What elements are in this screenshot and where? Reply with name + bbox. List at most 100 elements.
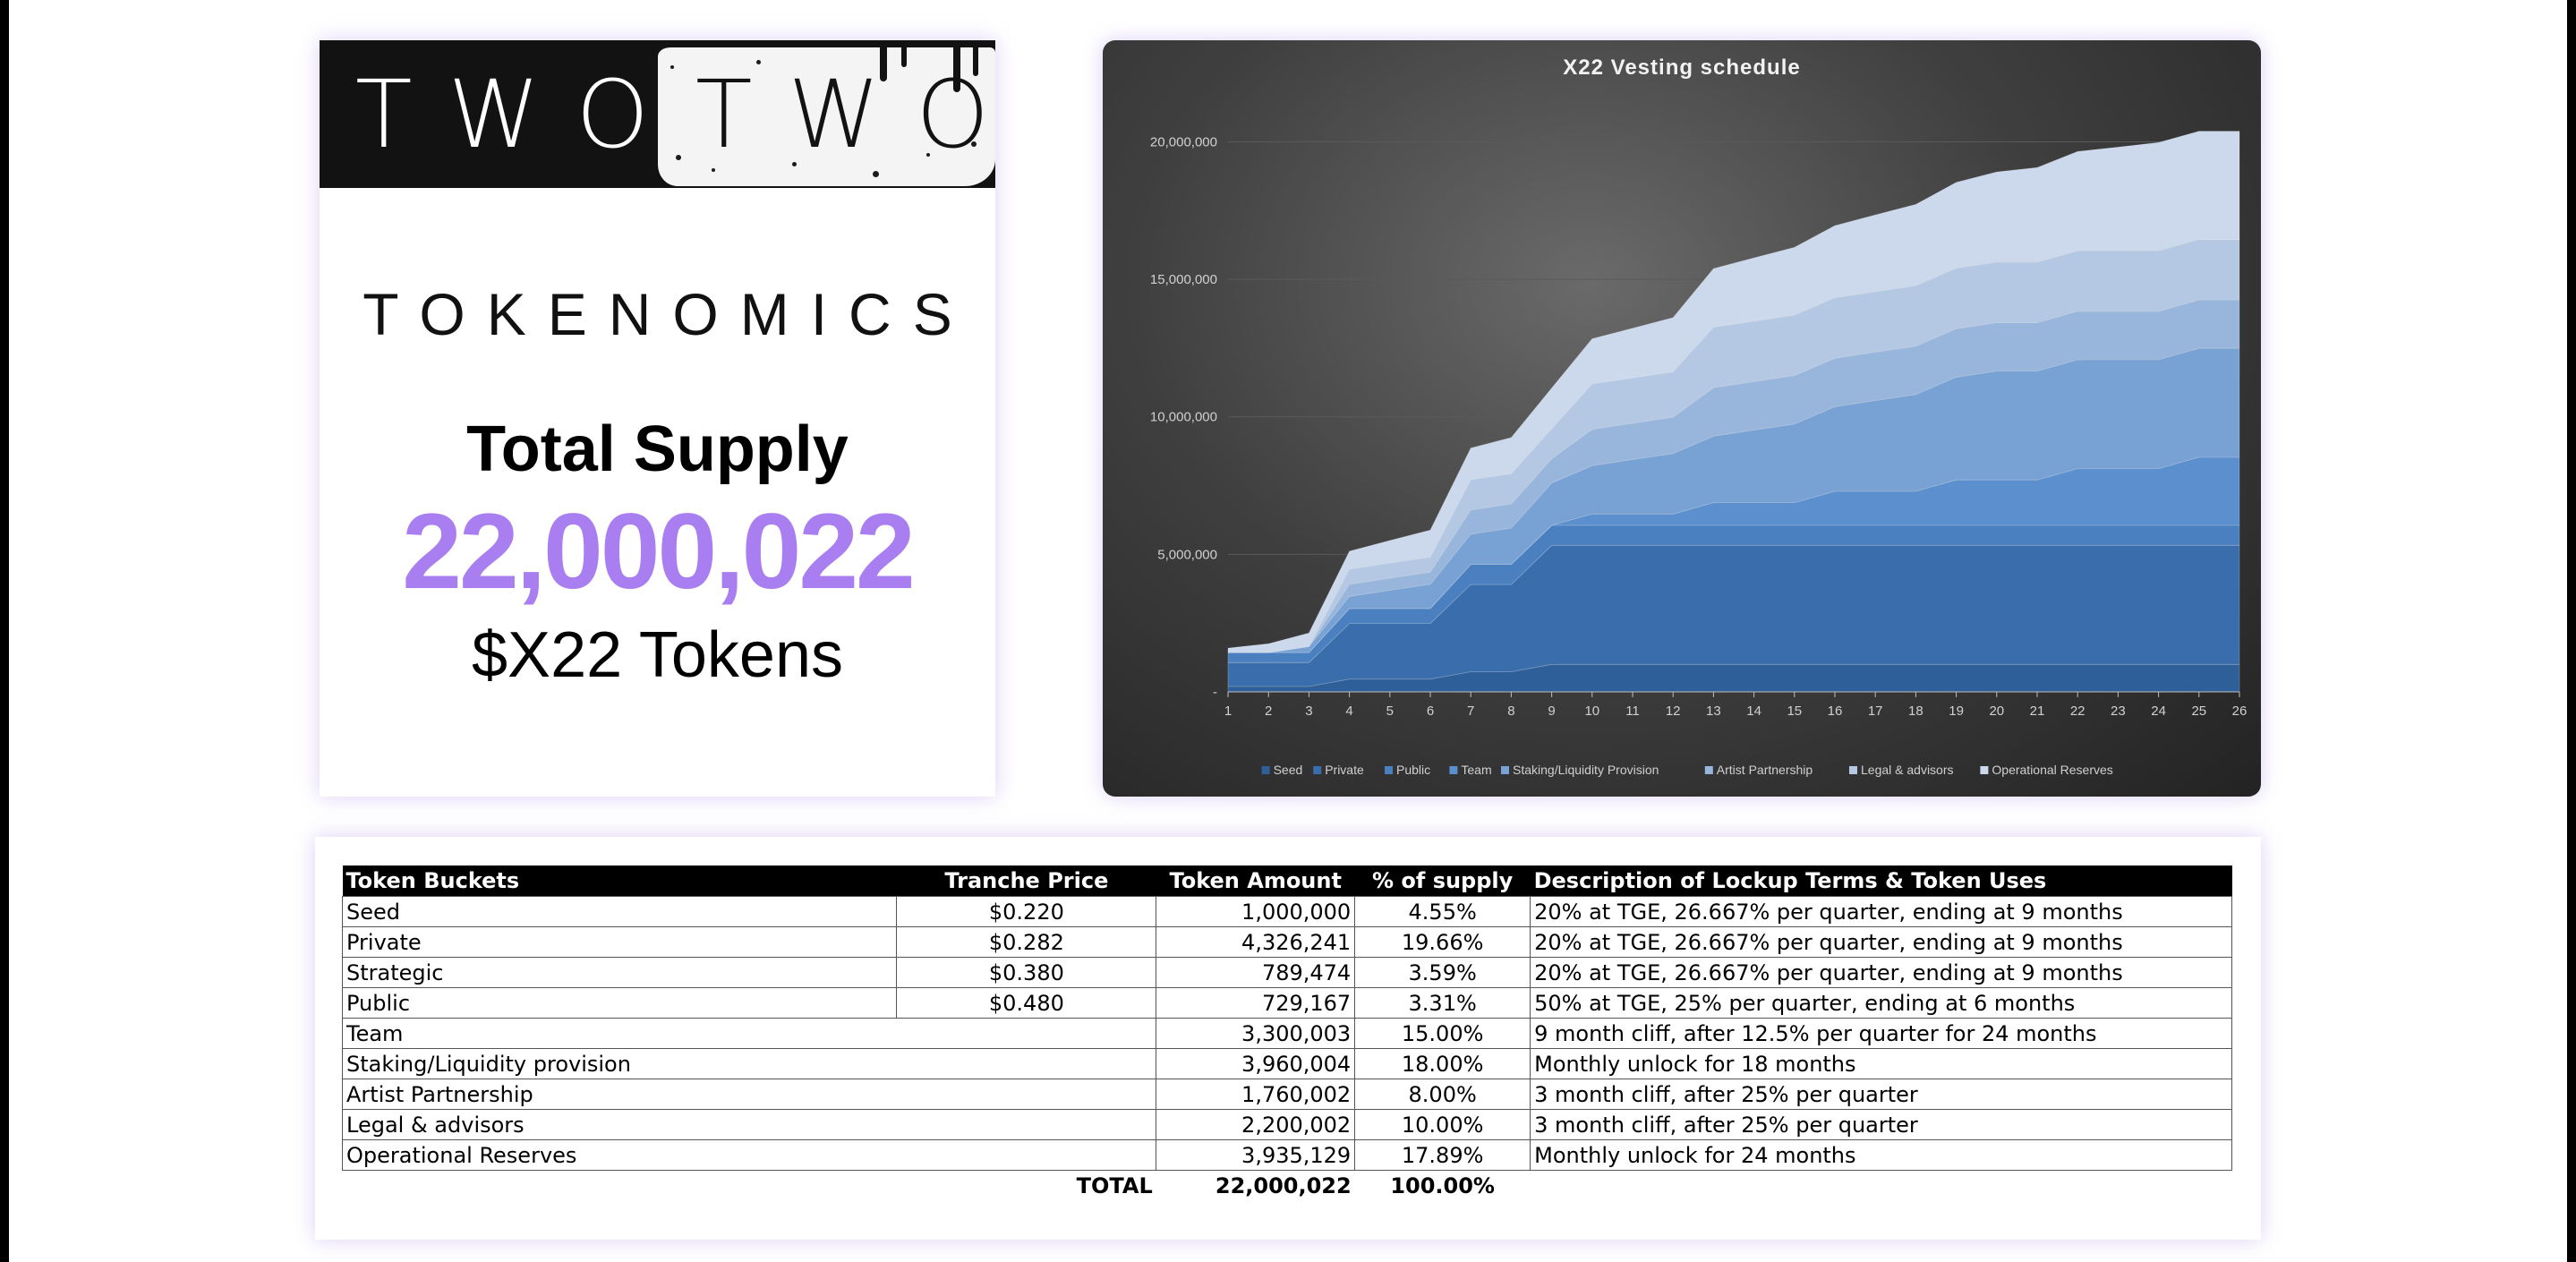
legend-label: Staking/Liquidity Provision (1513, 763, 1659, 777)
cell-price: $0.380 (896, 957, 1157, 988)
logo-word-right: TWO (695, 60, 995, 169)
cell-desc: 20% at TGE, 26.667% per quarter, ending … (1530, 926, 2232, 958)
cell-pct: 3.59% (1354, 957, 1531, 988)
cell-amount: 3,935,129 (1156, 1139, 1356, 1171)
cell-amount: 789,474 (1156, 957, 1356, 988)
x-tick-label: 2 (1265, 703, 1272, 719)
legend-swatch (1449, 766, 1458, 774)
cell-pct: 3.31% (1354, 987, 1531, 1019)
total-supply-label: Total Supply (466, 414, 849, 485)
table-row: Staking/Liquidity provision 3,960,004 18… (341, 1048, 2232, 1079)
tokenomics-heading: TOKENOMICS (363, 281, 974, 347)
x-tick-label: 11 (1625, 703, 1640, 719)
cell-pct: 15.00% (1354, 1018, 1531, 1049)
table-row: Strategic $0.380 789,474 3.59% 20% at TG… (341, 957, 2232, 988)
cell-bucket: Staking/Liquidity provision (341, 1048, 1157, 1079)
legend-label: Private (1325, 763, 1364, 777)
two-two-logo: TWO TWO (320, 40, 995, 188)
x-tick-label: 9 (1548, 703, 1555, 719)
cell-bucket: Operational Reserves (341, 1139, 1157, 1171)
x-tick-label: 15 (1787, 703, 1802, 719)
vesting-area-chart: X22 Vesting schedule - 5,000,000 10,000,00… (1150, 55, 2248, 777)
cell-amount: 1,000,000 (1156, 896, 1356, 927)
cell-pct: 10.00% (1354, 1109, 1531, 1140)
cell-pct: 4.55% (1354, 896, 1531, 927)
legend-label: Team (1461, 763, 1491, 777)
total-blank (1531, 1171, 2232, 1201)
y-tick-label: 10,000,000 (1150, 410, 1217, 425)
cell-amount: 4,326,241 (1156, 926, 1356, 958)
cell-pct: 17.89% (1354, 1139, 1531, 1171)
cell-bucket: Public (341, 987, 898, 1019)
right-edge-bar (2567, 0, 2576, 1262)
area-series-artist-partnership (1228, 299, 2240, 653)
x-tick-label: 20 (1989, 703, 2004, 719)
total-label: TOTAL (1076, 1172, 1153, 1198)
cell-price: $0.480 (896, 987, 1157, 1019)
total-pct: 100.00% (1390, 1172, 1495, 1198)
x-tick-label: 26 (2232, 703, 2248, 719)
total-supply-value: 22,000,022 (402, 491, 916, 611)
legend-label: Artist Partnership (1717, 763, 1813, 777)
total-amount: 22,000,022 (1215, 1172, 1352, 1198)
legend-swatch (1501, 766, 1509, 774)
legend-label: Legal & advisors (1861, 763, 1954, 777)
y-tick-label: - (1213, 685, 1217, 700)
table-row: Team 3,300,003 15.00% 9 month cliff, aft… (341, 1018, 2232, 1049)
logo-word-left: TWO (355, 60, 686, 169)
x-tick-label: 24 (2151, 703, 2166, 719)
table-total-row: TOTAL 22,000,022 100.00% (343, 1171, 2232, 1201)
x-tick-label: 4 (1345, 703, 1352, 719)
left-edge-bar (0, 0, 9, 1262)
table-row: Legal & advisors 2,200,002 10.00% 3 mont… (341, 1109, 2232, 1140)
table-row: Artist Partnership 1,760,002 8.00% 3 mon… (341, 1079, 2232, 1110)
x-tick-label: 18 (1908, 703, 1923, 719)
x-tick-label: 12 (1666, 703, 1681, 719)
y-tick-label: 5,000,000 (1157, 547, 1217, 562)
table-header-row: Token Buckets Tranche Price Token Amount… (342, 865, 2232, 897)
x-tick-label: 6 (1427, 703, 1434, 719)
x-tick-label: 17 (1868, 703, 1883, 719)
x-tick-label: 22 (2070, 703, 2086, 719)
cell-pct: 19.66% (1354, 926, 1531, 958)
cell-price: $0.282 (896, 926, 1157, 958)
cell-pct: 18.00% (1354, 1048, 1531, 1079)
cell-desc: 9 month cliff, after 12.5% per quarter f… (1530, 1018, 2232, 1049)
x-tick-label: 8 (1507, 703, 1514, 719)
legend-label: Operational Reserves (1992, 763, 2112, 777)
cell-desc: 3 month cliff, after 25% per quarter (1530, 1109, 2232, 1140)
legend-swatch (1261, 766, 1270, 774)
x-tick-label: 23 (2111, 703, 2126, 719)
legend-label: Public (1396, 763, 1430, 777)
x-tick-label: 5 (1386, 703, 1394, 719)
table-row: Seed $0.220 1,000,000 4.55% 20% at TGE, … (341, 896, 2232, 927)
cell-amount: 729,167 (1156, 987, 1356, 1019)
total-supply-unit: $X22 Tokens (472, 619, 843, 691)
x-tick-label: 7 (1467, 703, 1474, 719)
cell-desc: 20% at TGE, 26.667% per quarter, ending … (1530, 896, 2232, 927)
cell-bucket: Legal & advisors (341, 1109, 1157, 1140)
logo-spray-paint (658, 40, 995, 186)
legend-swatch (1980, 766, 1989, 774)
header-token-buckets: Token Buckets (342, 865, 897, 897)
area-series-legal-advisors (1228, 239, 2240, 653)
cell-amount: 2,200,002 (1156, 1109, 1356, 1140)
cell-desc: 3 month cliff, after 25% per quarter (1530, 1079, 2232, 1110)
cell-bucket: Strategic (341, 957, 898, 988)
cell-bucket: Private (341, 926, 898, 958)
cell-price: $0.220 (896, 896, 1157, 927)
token-allocation-table: Token Buckets Tranche Price Token Amount… (341, 865, 2232, 1201)
x-tick-label: 3 (1305, 703, 1312, 719)
cell-amount: 3,300,003 (1156, 1018, 1356, 1049)
x-tick-label: 25 (2191, 703, 2206, 719)
legend-label: Seed (1274, 763, 1303, 777)
cell-desc: 20% at TGE, 26.667% per quarter, ending … (1530, 957, 2232, 988)
table-row: Operational Reserves 3,935,129 17.89% Mo… (341, 1139, 2232, 1171)
x-tick-label: 19 (1949, 703, 1964, 719)
y-tick-label: 15,000,000 (1150, 272, 1217, 287)
cell-amount: 3,960,004 (1156, 1048, 1356, 1079)
header-description: Description of Lockup Terms & Token Uses (1530, 865, 2232, 897)
header-token-amount: Token Amount (1156, 865, 1355, 897)
x-tick-label: 14 (1746, 703, 1761, 719)
token-allocation-card: Token Buckets Tranche Price Token Amount… (315, 837, 2261, 1240)
